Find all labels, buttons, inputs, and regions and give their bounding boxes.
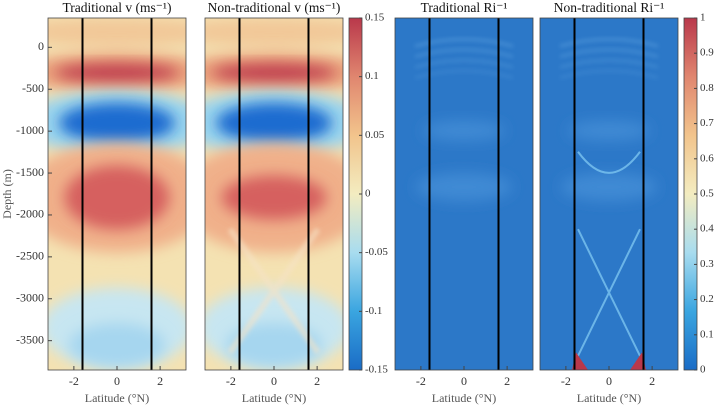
x-tick-label: -2 — [561, 374, 571, 388]
x-tick-label: 0 — [606, 374, 612, 388]
colorbar-tick-label: 0.6 — [700, 152, 714, 164]
field-ray — [577, 151, 641, 357]
y-tick-label: -500 — [22, 81, 44, 95]
panel: Non-traditional Ri⁻¹ -2 0 2 Latitude (°N) 0 0.… — [539, 0, 714, 405]
field — [395, 18, 533, 370]
field-ray — [227, 227, 321, 355]
x-tick-label: 0 — [461, 374, 467, 388]
panel-title: Traditional Ri⁻¹ — [421, 0, 508, 15]
colorbar-tick-label: 0.3 — [700, 258, 714, 270]
field-ray — [559, 48, 659, 58]
colorbar-tick-label: 0 — [700, 364, 706, 376]
colorbar-tick-label: 0.05 — [365, 129, 385, 141]
colorbar-tick-label: 0.7 — [700, 117, 714, 129]
x-tick-label: -2 — [226, 374, 236, 388]
field — [205, 18, 343, 370]
field — [540, 18, 678, 370]
x-axis-label: Latitude (°N) — [432, 391, 496, 405]
field-blob — [216, 102, 332, 143]
y-tick-label: -1500 — [16, 165, 44, 179]
y-tick-label: -3500 — [16, 332, 44, 346]
panel: Traditional Ri⁻¹ -2 0 2 Latitude (°N) — [394, 0, 534, 405]
x-tick-label: 0 — [114, 374, 120, 388]
x-axis-label: Latitude (°N) — [85, 391, 149, 405]
colorbar-tick-label: 0.1 — [365, 70, 379, 82]
y-tick-label: -1000 — [16, 123, 44, 137]
panel: Non-traditional v (ms⁻¹) -2 0 2 Latitude (°N… — [204, 0, 388, 405]
panel-title: Non-traditional Ri⁻¹ — [554, 0, 665, 15]
field-high — [572, 352, 646, 370]
field-blob — [48, 18, 186, 47]
x-axis-label: Latitude (°N) — [242, 391, 306, 405]
x-tick-label: 0 — [271, 374, 277, 388]
field-blob — [221, 175, 327, 220]
field-ray — [559, 59, 659, 69]
field-blob — [225, 323, 323, 368]
y-tick-label: -3000 — [16, 291, 44, 305]
x-axis-label: Latitude (°N) — [577, 391, 641, 405]
colorbar-tick-label: 0.15 — [365, 12, 385, 24]
field-blob — [422, 120, 506, 141]
field-ray — [414, 69, 514, 79]
field-blob — [211, 63, 337, 82]
y-tick-label: -2000 — [16, 207, 44, 221]
field-ray — [414, 48, 514, 58]
colorbar-tick-label: 0.5 — [700, 188, 714, 200]
x-tick-label: 2 — [504, 374, 510, 388]
colorbar-tick-label: 0.4 — [700, 223, 714, 235]
panel: Traditional v (ms⁻¹) -2 0 2 Latitude (°N) 0 -5… — [0, 0, 187, 405]
field-blob — [68, 323, 166, 368]
colorbar-tick-label: 1 — [700, 12, 706, 24]
panel-title: Non-traditional v (ms⁻¹) — [208, 0, 341, 15]
x-tick-label: 2 — [314, 374, 320, 388]
field-blob — [560, 172, 658, 201]
field-blob — [415, 172, 513, 201]
field-ray — [559, 69, 659, 79]
field — [48, 18, 186, 370]
y-tick-label: -2500 — [16, 249, 44, 263]
x-tick-label: -2 — [69, 374, 79, 388]
field-blob — [54, 63, 180, 82]
field-ray — [414, 59, 514, 69]
colorbar-tick-label: 0.8 — [700, 82, 714, 94]
y-tick-label: 0 — [38, 39, 44, 53]
colorbar-tick-label: 0.2 — [700, 293, 714, 305]
colorbar-tick-label: 0.9 — [700, 47, 714, 59]
colorbar-tick-label: 0 — [365, 188, 371, 200]
colorbar-tick-label: 0.1 — [700, 328, 714, 340]
panel-title: Traditional v (ms⁻¹) — [63, 0, 172, 15]
field-blob — [567, 120, 651, 141]
colorbar-tick-label: -0.1 — [365, 305, 382, 317]
field-blob — [59, 102, 175, 143]
y-axis-label: Depth (m) — [0, 169, 14, 219]
x-tick-label: -2 — [416, 374, 426, 388]
x-tick-label: 2 — [649, 374, 655, 388]
colorbar-tick-label: -0.15 — [365, 364, 388, 376]
field-blob — [64, 165, 170, 230]
colorbar-tick-label: -0.05 — [365, 246, 388, 258]
x-tick-label: 2 — [157, 374, 163, 388]
field-ray — [559, 38, 659, 48]
field-ray — [414, 38, 514, 48]
field-blob — [205, 18, 343, 47]
